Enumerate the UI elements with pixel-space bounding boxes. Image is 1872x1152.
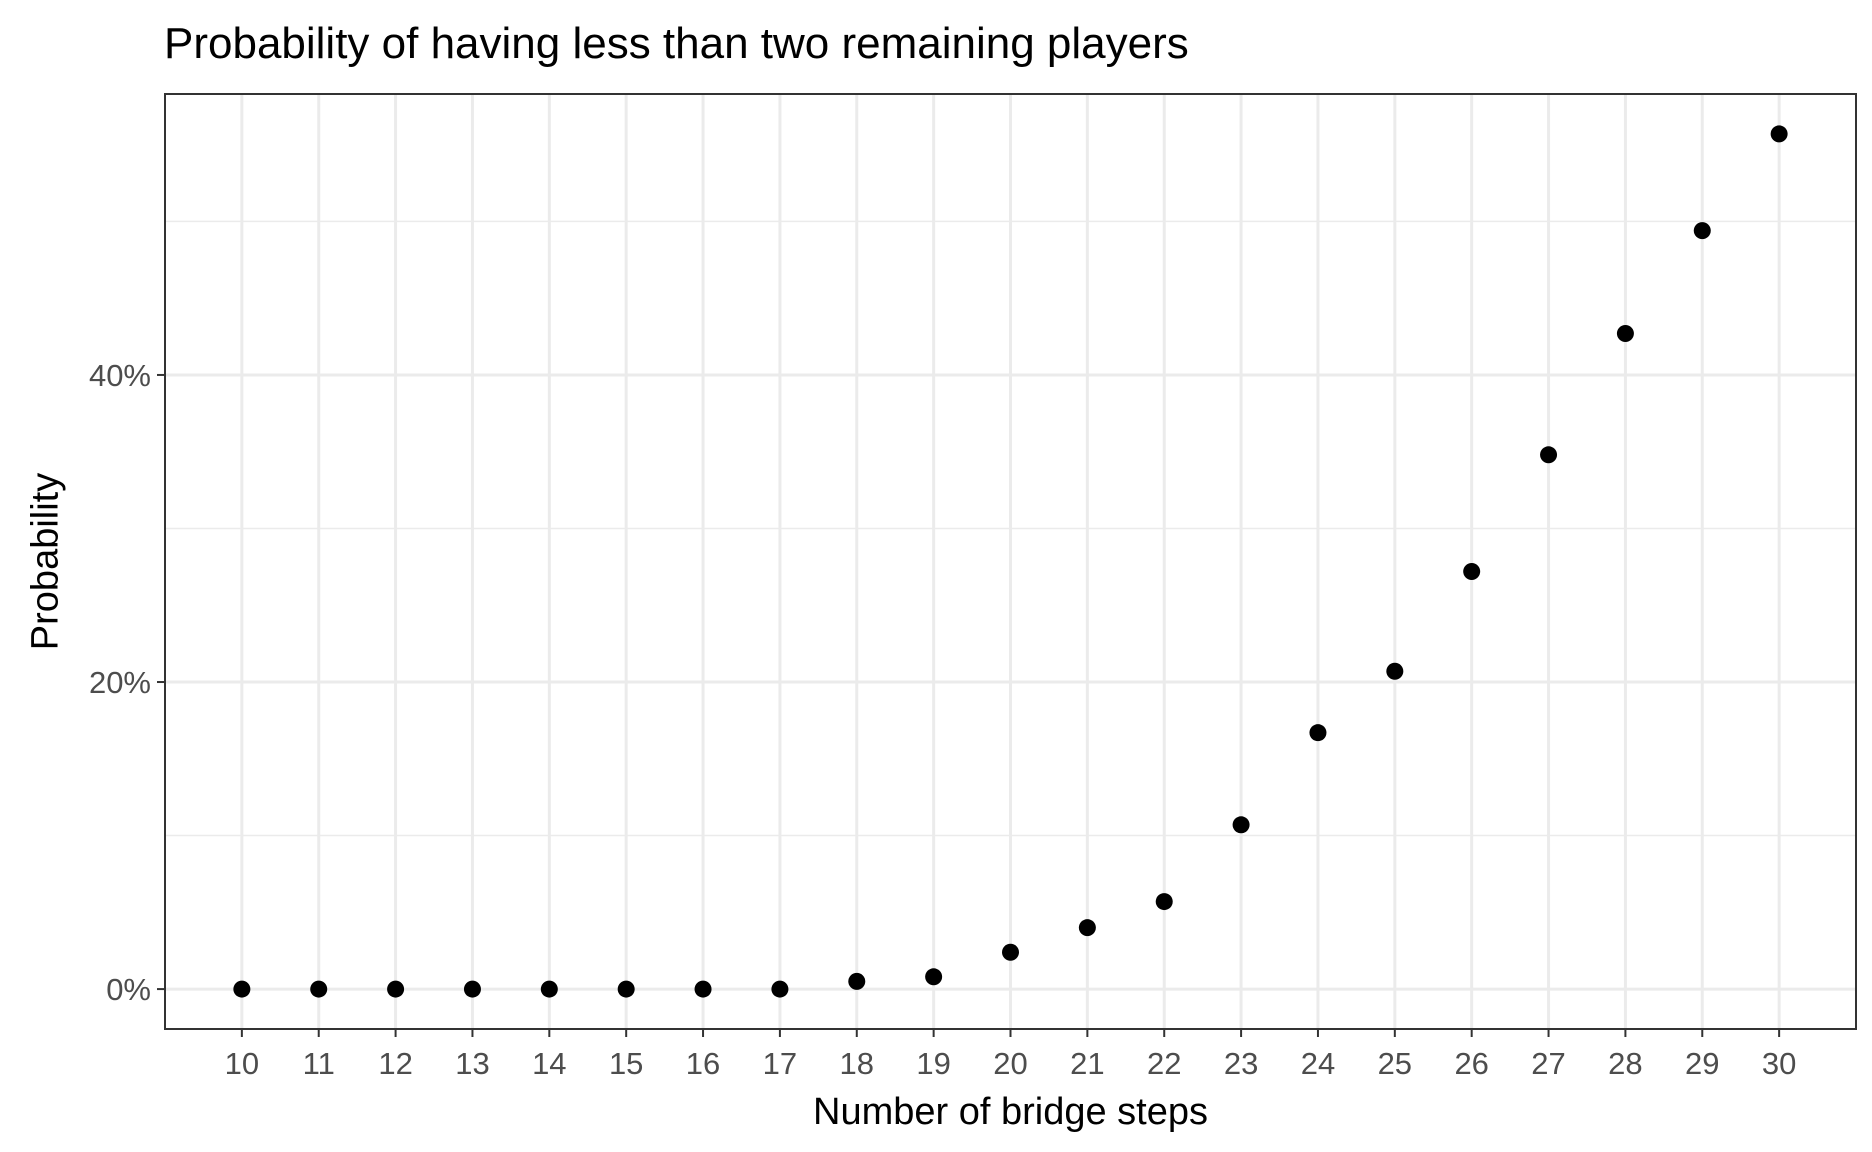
axis-ticks — [157, 373, 1781, 1037]
x-tick-label: 26 — [1454, 1046, 1488, 1081]
x-tick-label: 15 — [609, 1046, 643, 1081]
x-tick-label: 28 — [1608, 1046, 1642, 1081]
y-axis-tick-labels: 0% 20% 40% — [89, 358, 151, 1007]
y-tick-label: 40% — [89, 358, 151, 393]
x-tick-label: 13 — [455, 1046, 489, 1081]
data-point — [1309, 724, 1327, 742]
x-tick-label: 22 — [1147, 1046, 1181, 1081]
x-tick-label: 20 — [993, 1046, 1027, 1081]
data-point — [694, 980, 712, 998]
y-tick-label: 0% — [106, 972, 151, 1007]
x-axis-title: Number of bridge steps — [813, 1091, 1208, 1133]
x-tick-label: 29 — [1685, 1046, 1719, 1081]
data-point — [1078, 919, 1096, 937]
data-point — [1002, 943, 1019, 961]
x-tick-label: 12 — [378, 1046, 412, 1081]
data-point — [1693, 222, 1711, 240]
data-point — [1770, 125, 1788, 143]
x-axis-tick-labels: 10 11 12 13 14 15 16 17 18 19 20 21 22 23 24 25 26 27 28 29… — [225, 1046, 1797, 1081]
x-tick-label: 17 — [763, 1046, 797, 1081]
x-tick-label: 21 — [1070, 1046, 1104, 1081]
x-tick-label: 27 — [1531, 1046, 1565, 1081]
x-tick-label: 18 — [840, 1046, 874, 1081]
x-tick-label: 10 — [225, 1046, 259, 1081]
data-point — [463, 980, 481, 998]
data-point — [540, 980, 558, 998]
y-axis-title: Probability — [24, 473, 66, 650]
chart-title: Probability of having less than two rema… — [164, 19, 1189, 68]
data-point — [1232, 816, 1250, 834]
data-point — [1616, 325, 1634, 343]
data-point — [1540, 446, 1558, 464]
x-tick-label: 25 — [1378, 1046, 1412, 1081]
x-tick-label: 30 — [1762, 1046, 1796, 1081]
data-point — [310, 980, 328, 998]
y-tick-label: 20% — [89, 665, 151, 700]
data-point — [1463, 562, 1481, 580]
x-tick-label: 23 — [1224, 1046, 1258, 1081]
x-tick-label: 14 — [532, 1046, 566, 1081]
data-point — [1386, 662, 1404, 680]
data-point — [233, 980, 251, 998]
data-point — [771, 980, 789, 998]
x-tick-label: 11 — [303, 1046, 335, 1081]
data-point — [387, 980, 405, 998]
x-tick-label: 24 — [1301, 1046, 1335, 1081]
data-point — [617, 980, 635, 998]
x-tick-label: 16 — [686, 1046, 720, 1081]
gridlines — [165, 94, 1856, 1029]
data-points — [233, 125, 1788, 998]
data-point — [925, 968, 943, 986]
data-point — [1155, 893, 1173, 911]
x-tick-label: 19 — [916, 1046, 950, 1081]
data-point — [848, 972, 866, 990]
